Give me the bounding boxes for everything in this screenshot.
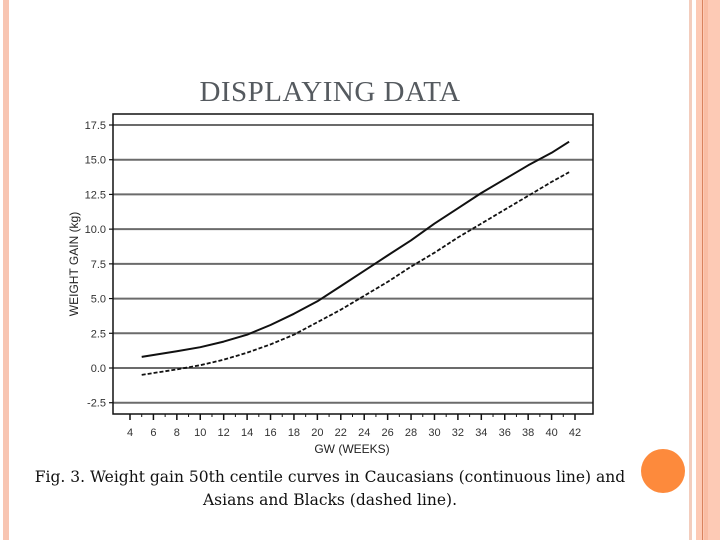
orange-circle-decoration [641, 449, 685, 493]
right-border-mid-stripe [704, 0, 708, 540]
x-tick-label: 24 [358, 427, 370, 439]
y-tick-label: 10.0 [85, 224, 106, 236]
x-tick-label: 18 [288, 427, 300, 439]
x-tick-label: 16 [264, 427, 276, 439]
right-border-thin-stripe [689, 0, 692, 540]
x-tick-label: 40 [545, 427, 557, 439]
x-tick-label: 42 [569, 427, 581, 439]
y-tick-label: 15.0 [85, 155, 106, 167]
x-tick-label: 30 [428, 427, 440, 439]
weight-gain-chart: 17.5 15.0 12.5 10.0 7.5 5.0 2.5 0.0 -2.5 4 6 8 10 12… [67, 113, 594, 456]
right-border-dark-line [702, 0, 703, 540]
x-tick-label: 14 [241, 427, 253, 439]
y-axis-label: WEIGHT GAIN (kg) [67, 212, 81, 316]
caption-line-2: Asians and Blacks (dashed line). [202, 491, 458, 509]
x-tick-label: 34 [475, 427, 487, 439]
y-tick-label: 5.0 [91, 294, 106, 306]
x-tick-label: 6 [150, 427, 156, 439]
x-tick-label: 32 [452, 427, 464, 439]
x-tick-label: 36 [499, 427, 511, 439]
x-tick-label: 20 [311, 427, 323, 439]
solid-series-line [141, 140, 570, 358]
x-axis-ticks: 4 6 8 10 12 14 16 18 20 22 24 26 28 30 32 34 36 38 40 42 [127, 414, 581, 439]
slide-title: DISPLAYING DATA [199, 76, 461, 108]
y-tick-label: 17.5 [85, 120, 106, 132]
y-tick-label: 2.5 [91, 328, 106, 340]
x-tick-label: 38 [522, 427, 534, 439]
y-tick-label: 12.5 [85, 189, 106, 201]
dashed-series-line [141, 171, 570, 376]
right-border-wide-stripe [696, 0, 720, 540]
x-axis-label: GW (WEEKS) [314, 442, 389, 456]
chart-series [141, 140, 570, 376]
x-tick-label: 4 [127, 427, 133, 439]
y-tick-label: 7.5 [91, 259, 106, 271]
y-tick-label: 0.0 [91, 363, 106, 375]
x-tick-label: 28 [405, 427, 417, 439]
y-tick-label: -2.5 [87, 398, 106, 410]
x-tick-label: 12 [218, 427, 230, 439]
left-border-stripe [3, 0, 9, 540]
x-tick-label: 8 [174, 427, 180, 439]
right-border-stripes [689, 0, 720, 540]
caption-line-1: Fig. 3. Weight gain 50th centile curves … [34, 468, 626, 486]
figure-caption: Fig. 3. Weight gain 50th centile curves … [10, 466, 650, 512]
y-axis-ticks: 17.5 15.0 12.5 10.0 7.5 5.0 2.5 0.0 -2.5 [85, 120, 113, 410]
chart-gridlines [113, 124, 593, 404]
x-tick-label: 10 [194, 427, 206, 439]
x-tick-label: 22 [335, 427, 347, 439]
x-tick-label: 26 [382, 427, 394, 439]
